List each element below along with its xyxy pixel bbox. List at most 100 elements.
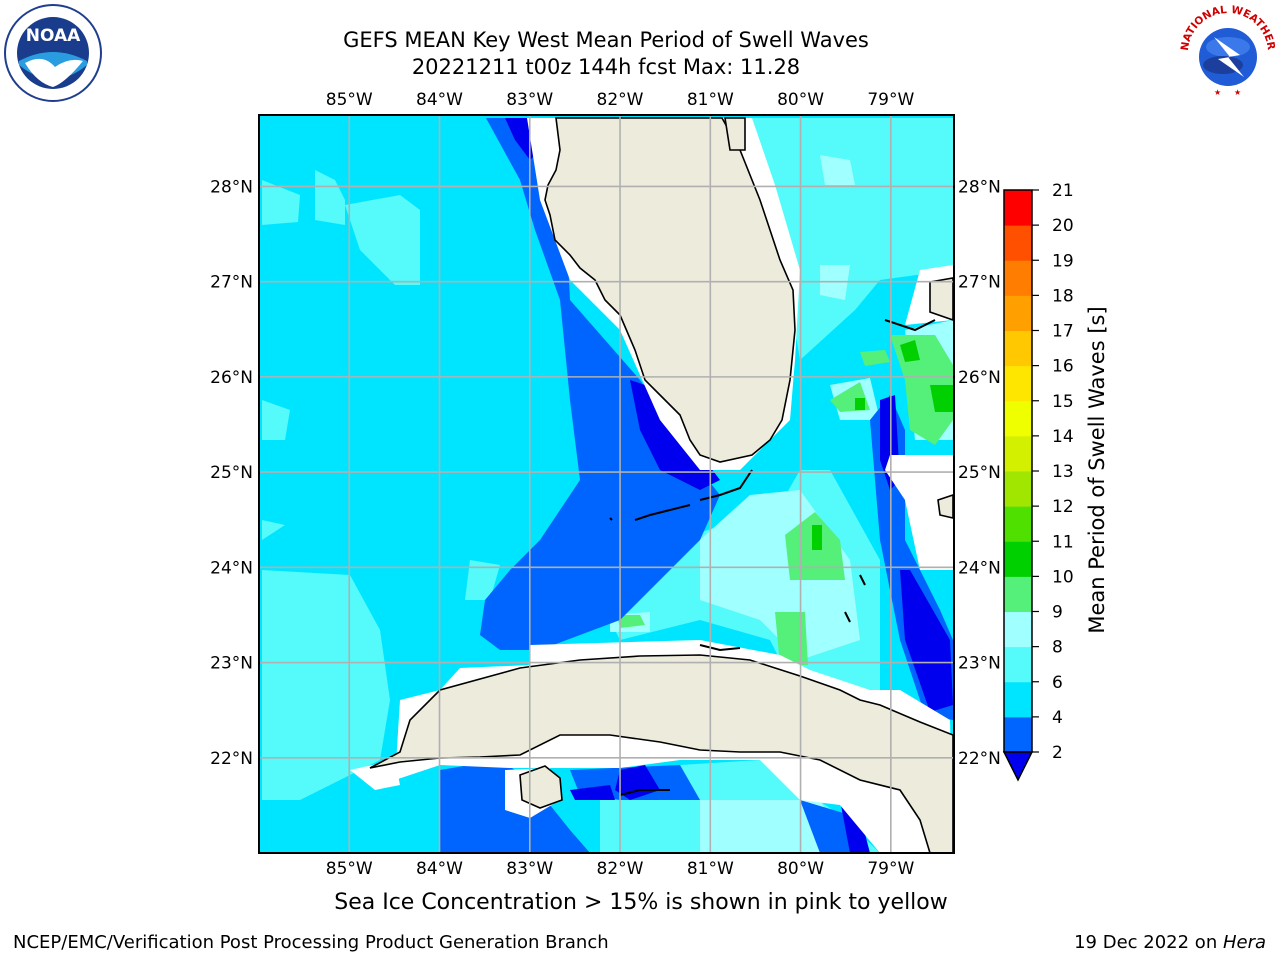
lat-tick-label-left: 27°N [210,273,253,293]
land-florida [544,117,796,463]
colorbar-tick-label: 4 [1052,708,1063,728]
field-6-8-0 [262,180,300,225]
colorbar-tick-label: 8 [1052,638,1063,658]
colorbar-bin [1004,576,1032,612]
colorbar-tick-label: 10 [1052,567,1074,587]
colorbar-tick-label: 17 [1052,322,1074,342]
colorbar-bin [1004,646,1032,683]
lon-tick-label-top: 80°W [777,90,824,110]
field-under-2-3 [900,570,953,712]
colorbar-bin [1004,611,1032,648]
lon-tick-label-top: 82°W [597,90,644,110]
lat-tick-label-left: 26°N [210,368,253,388]
colorbar-bin [1004,260,1032,296]
colorbar-bin [1004,190,1032,226]
field-10-11-0 [812,525,822,550]
field-6-8-5 [262,570,390,800]
land-cuba [369,654,954,853]
colorbar-tick-label: 21 [1052,181,1074,201]
field-9-10-4 [890,335,953,445]
field-6-8-2 [345,195,420,285]
island-outline-6 [619,789,670,796]
no-data-mask-5 [350,760,400,790]
footer-date-text: 19 Dec 2022 on [1074,932,1223,953]
lat-tick-label-right: 25°N [958,463,1001,483]
field-under-2-5 [615,765,660,800]
colorbar-tick-label: 15 [1052,392,1074,412]
lon-tick-label-top: 85°W [326,90,373,110]
sea-ice-note: Sea Ice Concentration > 15% is shown in … [334,890,948,915]
colorbar-tick-label: 19 [1052,251,1074,271]
colorbar-bin [1004,471,1032,507]
colorbar-bin [1004,225,1032,261]
lat-tick-label-right: 28°N [958,177,1001,197]
noaa-logo: NOAA [4,4,102,102]
island-outline-7 [699,644,741,652]
colorbar-bin [1004,506,1032,542]
lat-tick-label-right: 22°N [958,749,1001,769]
lon-tick-label-top: 79°W [867,90,914,110]
colorbar-tick-label: 14 [1052,427,1074,447]
colorbar-bin [1004,400,1032,437]
island-outline-4 [859,574,866,586]
lat-tick-label-right: 24°N [958,558,1001,578]
lon-tick-label-bottom: 82°W [597,859,644,879]
noaa-logo-text: NOAA [26,26,81,46]
colorbar-bin [1004,716,1032,753]
colorbar-tick-label: 9 [1052,603,1063,623]
colorbar-tick-label: 16 [1052,357,1074,377]
footer-date: 19 Dec 2022 on Hera [1074,932,1266,953]
lat-tick-label-left: 22°N [210,749,253,769]
lon-tick-label-top: 83°W [506,90,553,110]
colorbar-bin [1004,435,1032,472]
island-outline-0 [609,517,613,521]
colorbar-tick-label: 18 [1052,286,1074,306]
field-6-8-1 [315,170,345,225]
field-9-10-3 [860,350,890,366]
lon-tick-label-bottom: 80°W [777,859,824,879]
footer-host: Hera [1222,932,1266,953]
colorbar-tick-label: 2 [1052,743,1063,763]
lat-tick-label-right: 23°N [958,654,1001,674]
colorbar-bin [1004,365,1032,402]
field-10-11-3 [855,398,865,410]
field-6-8-4 [262,520,285,540]
field-6-8-9 [752,118,953,360]
colorbar-tick-label: 13 [1052,462,1074,482]
land-bahamas-andros [937,493,954,520]
lon-tick-label-top: 84°W [416,90,463,110]
field-2-4-0 [480,118,720,650]
footer-credit: NCEP/EMC/Verification Post Processing Pr… [13,932,609,953]
colorbar-bin [1004,541,1032,577]
lon-tick-label-bottom: 85°W [326,859,373,879]
map-frame [258,114,955,854]
colorbar-tick-label: 12 [1052,497,1074,517]
lat-tick-label-left: 24°N [210,558,253,578]
lat-tick-label-left: 28°N [210,177,253,197]
colorbar-bin [1004,681,1032,718]
colorbar-bin [1004,295,1032,331]
svg-text:★: ★ [1234,88,1241,97]
field-8-9-1 [820,155,855,185]
lon-tick-label-bottom: 81°W [687,859,734,879]
chart-subtitle: 20221211 t00z 144h fcst Max: 11.28 [411,55,801,79]
island-outline-3 [844,611,851,623]
field-8-9-2 [820,265,850,300]
lon-tick-label-top: 81°W [687,90,734,110]
lon-tick-label-bottom: 84°W [416,859,463,879]
field-9-10-1 [775,612,808,665]
island-outline-5 [884,319,936,332]
colorbar-tick-label: 6 [1052,673,1063,693]
svg-text:★: ★ [1214,88,1221,97]
lat-tick-label-left: 23°N [210,654,253,674]
lon-tick-label-bottom: 83°W [506,859,553,879]
nws-logo: NATIONAL WEATHER SERVICE ★ ★ [1178,3,1277,101]
lat-tick-label-right: 27°N [958,273,1001,293]
field-under-2-6 [570,785,615,800]
field-10-11-2 [930,385,953,412]
field-6-8-3 [262,400,290,440]
lon-tick-label-bottom: 79°W [867,859,914,879]
colorbar-tick-label: 11 [1052,532,1074,552]
colorbar-tick-label: 20 [1052,216,1074,236]
